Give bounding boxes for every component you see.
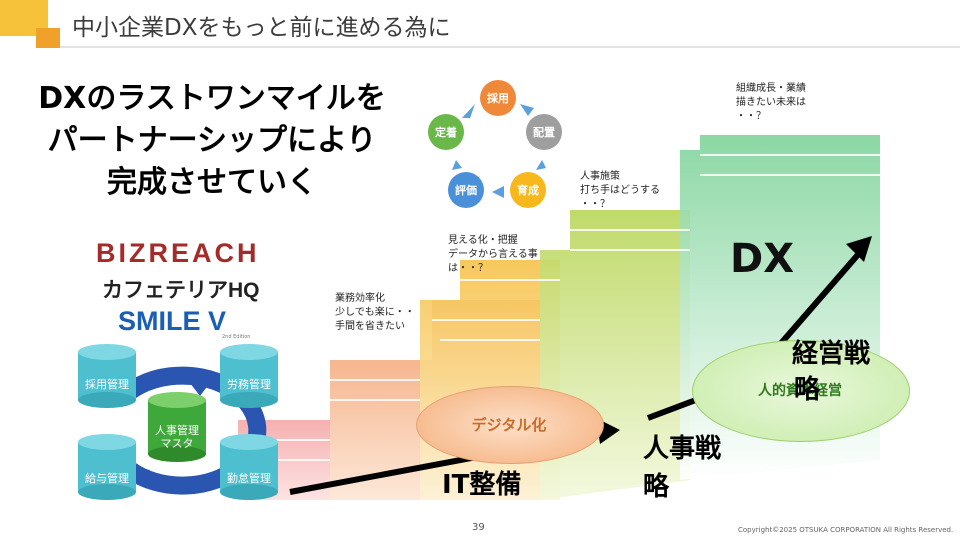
module-labor: 労務管理 xyxy=(227,378,271,391)
management-strategy-label: 経営戦 略 xyxy=(792,339,871,405)
hr-strategy-label: 人事戦 略 xyxy=(643,434,722,502)
headline: DXのラストワンマイルを パートナーシップにより 完成させていく xyxy=(22,78,402,204)
headline-line-2: パートナーシップにより xyxy=(47,123,377,158)
human-capital-ellipse xyxy=(692,340,910,442)
page-title: 中小企業DXをもっと前に進める為に xyxy=(72,15,451,41)
headline-line-1: DXのラストワンマイルを xyxy=(38,81,386,116)
module-payroll: 給与管理 xyxy=(85,472,129,485)
caption-step-3: 人事施策 打ち手はどうする ・・？ xyxy=(580,171,660,210)
caption-step-2: 見える化・把握 データから言える事 は・・？ xyxy=(448,235,538,274)
cylinder-recruit xyxy=(78,344,136,408)
module-attendance: 勤怠管理 xyxy=(227,472,271,485)
cycle-arrows xyxy=(452,104,546,198)
digital-label: デジタル化 xyxy=(471,416,547,434)
header-divider xyxy=(60,46,960,48)
caption-step-4: 組織成長・業績 描きたい未来は ・・？ xyxy=(736,83,806,122)
bizreach-logo: BIZREACH xyxy=(96,238,260,268)
module-recruit: 採用管理 xyxy=(85,378,129,391)
digital-ellipse xyxy=(416,386,604,464)
cylinder-labor xyxy=(220,344,278,408)
human-capital-label: 人的資本経営 xyxy=(758,383,842,399)
smile-v-edition: 2nd Edition xyxy=(222,334,251,340)
smile-v-logo: SMILE V xyxy=(118,306,227,336)
it-label: IT整備 xyxy=(442,470,522,500)
cycle-development: 育成 xyxy=(510,172,546,208)
caption-step-1: 業務効率化 少しでも楽に・・ 手間を省きたい xyxy=(335,293,415,332)
cycle-placement: 配置 xyxy=(526,114,562,150)
module-master: 人事管理 マスタ xyxy=(155,424,199,450)
cafeteria-hq-logo: カフェテリアHQ xyxy=(102,279,260,302)
arrow-keiei-to-dx xyxy=(767,248,865,358)
dx-label: DX xyxy=(730,236,795,282)
headline-line-3: 完成させていく xyxy=(107,165,317,200)
cylinder-attendance xyxy=(220,434,278,500)
copyright: Copyright©2025 OTSUKA CORPORATION All Ri… xyxy=(738,526,954,534)
cycle-recruit: 採用 xyxy=(480,80,516,116)
cycle-retention: 定着 xyxy=(428,114,464,150)
cylinder-master xyxy=(148,392,206,462)
hr-cylinders xyxy=(78,344,278,500)
page-number: 39 xyxy=(472,522,485,533)
cylinder-payroll xyxy=(78,434,136,500)
cycle-evaluation: 評価 xyxy=(448,172,484,208)
header-accent-small-square xyxy=(36,28,60,48)
